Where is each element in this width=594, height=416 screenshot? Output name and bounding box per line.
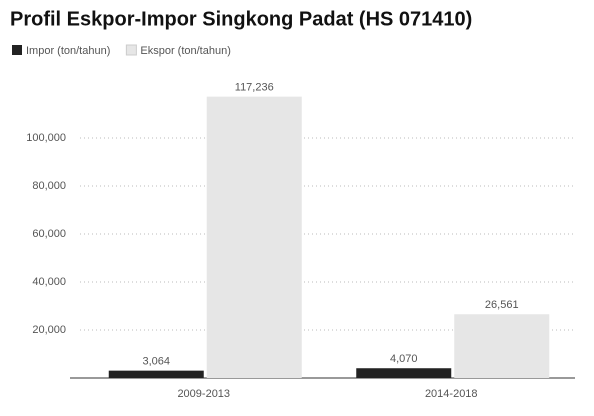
value-label: 3,064 [142,356,170,368]
x-tick-label: 2009-2013 [177,388,230,400]
bar [454,314,550,378]
y-tick-label: 80,000 [32,180,66,192]
x-tick-label: 2014-2018 [425,388,478,400]
bar [356,368,452,378]
y-tick-label: 40,000 [32,276,66,288]
chart-title: Profil Eskpor-Impor Singkong Padat (HS 0… [10,8,472,30]
value-label: 117,236 [235,82,274,94]
legend-label: Impor (ton/tahun) [26,45,110,57]
legend-swatch [12,45,22,55]
value-label: 4,070 [390,353,418,365]
y-tick-label: 100,000 [26,132,66,144]
y-tick-label: 60,000 [32,228,66,240]
legend-label: Ekspor (ton/tahun) [140,45,231,57]
bar [206,96,302,378]
y-tick-label: 20,000 [32,324,66,336]
legend-swatch [125,44,137,56]
value-label: 26,561 [485,299,519,311]
bar [108,370,204,378]
